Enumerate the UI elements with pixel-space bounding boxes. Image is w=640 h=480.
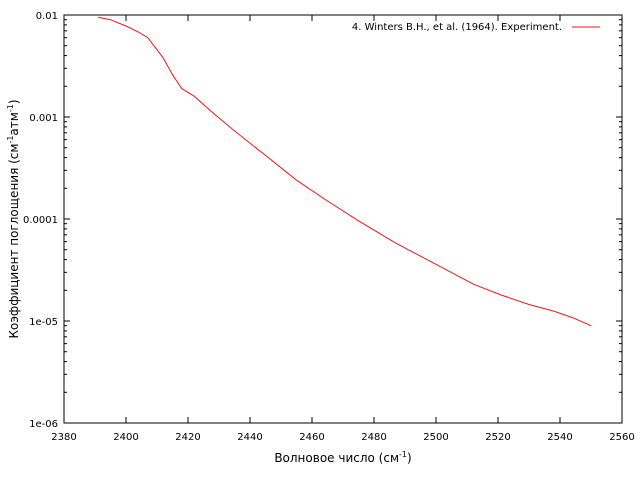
y-tick-label: 0.0001 <box>23 215 58 226</box>
y-tick-label: 1e-05 <box>29 317 58 328</box>
legend: 4. Winters B.H., et al. (1964). Experime… <box>352 22 600 33</box>
x-tick-label: 2460 <box>299 432 324 443</box>
y-axis-label-part-2: атм <box>7 112 21 135</box>
plot-frame <box>63 14 623 424</box>
y-axis-label: Коэффициент поглощения (см-1атм-1) <box>6 99 21 338</box>
y-tick-label: 0.01 <box>36 11 58 22</box>
legend-label: 4. Winters B.H., et al. (1964). Experime… <box>352 22 562 33</box>
x-tick-label: 2480 <box>361 432 386 443</box>
y-axis-label-part-3: ) <box>7 99 21 104</box>
axis-ticks: 2380 2400 2420 2440 2460 2480 2500 2520 2540 2560… <box>23 11 635 443</box>
y-axis-label-sup-1: -1 <box>6 136 15 144</box>
x-tick-label: 2380 <box>51 432 76 443</box>
x-axis-label: Волновое число (см-1) <box>274 450 411 465</box>
x-axis-label-main: Волновое число (см <box>274 451 399 465</box>
x-axis-label-sup: -1 <box>399 450 407 459</box>
plot-border <box>63 14 623 424</box>
x-tick-label: 2500 <box>423 432 448 443</box>
y-axis-label-part-1: Коэффициент поглощения (см <box>7 144 21 339</box>
y-tick-label: 0.001 <box>29 113 58 124</box>
x-tick-label: 2400 <box>113 432 138 443</box>
series-line-1 <box>98 16 592 327</box>
y-axis-label-sup-2: -1 <box>6 104 15 112</box>
x-tick-label: 2520 <box>485 432 510 443</box>
y-tick-label: 1e-06 <box>29 419 58 430</box>
x-tick-label: 2540 <box>547 432 572 443</box>
series-layer <box>98 16 592 327</box>
x-axis-label-end: ) <box>407 451 412 465</box>
x-tick-label: 2420 <box>175 432 200 443</box>
x-tick-label: 2440 <box>237 432 262 443</box>
x-tick-label: 2560 <box>609 432 634 443</box>
